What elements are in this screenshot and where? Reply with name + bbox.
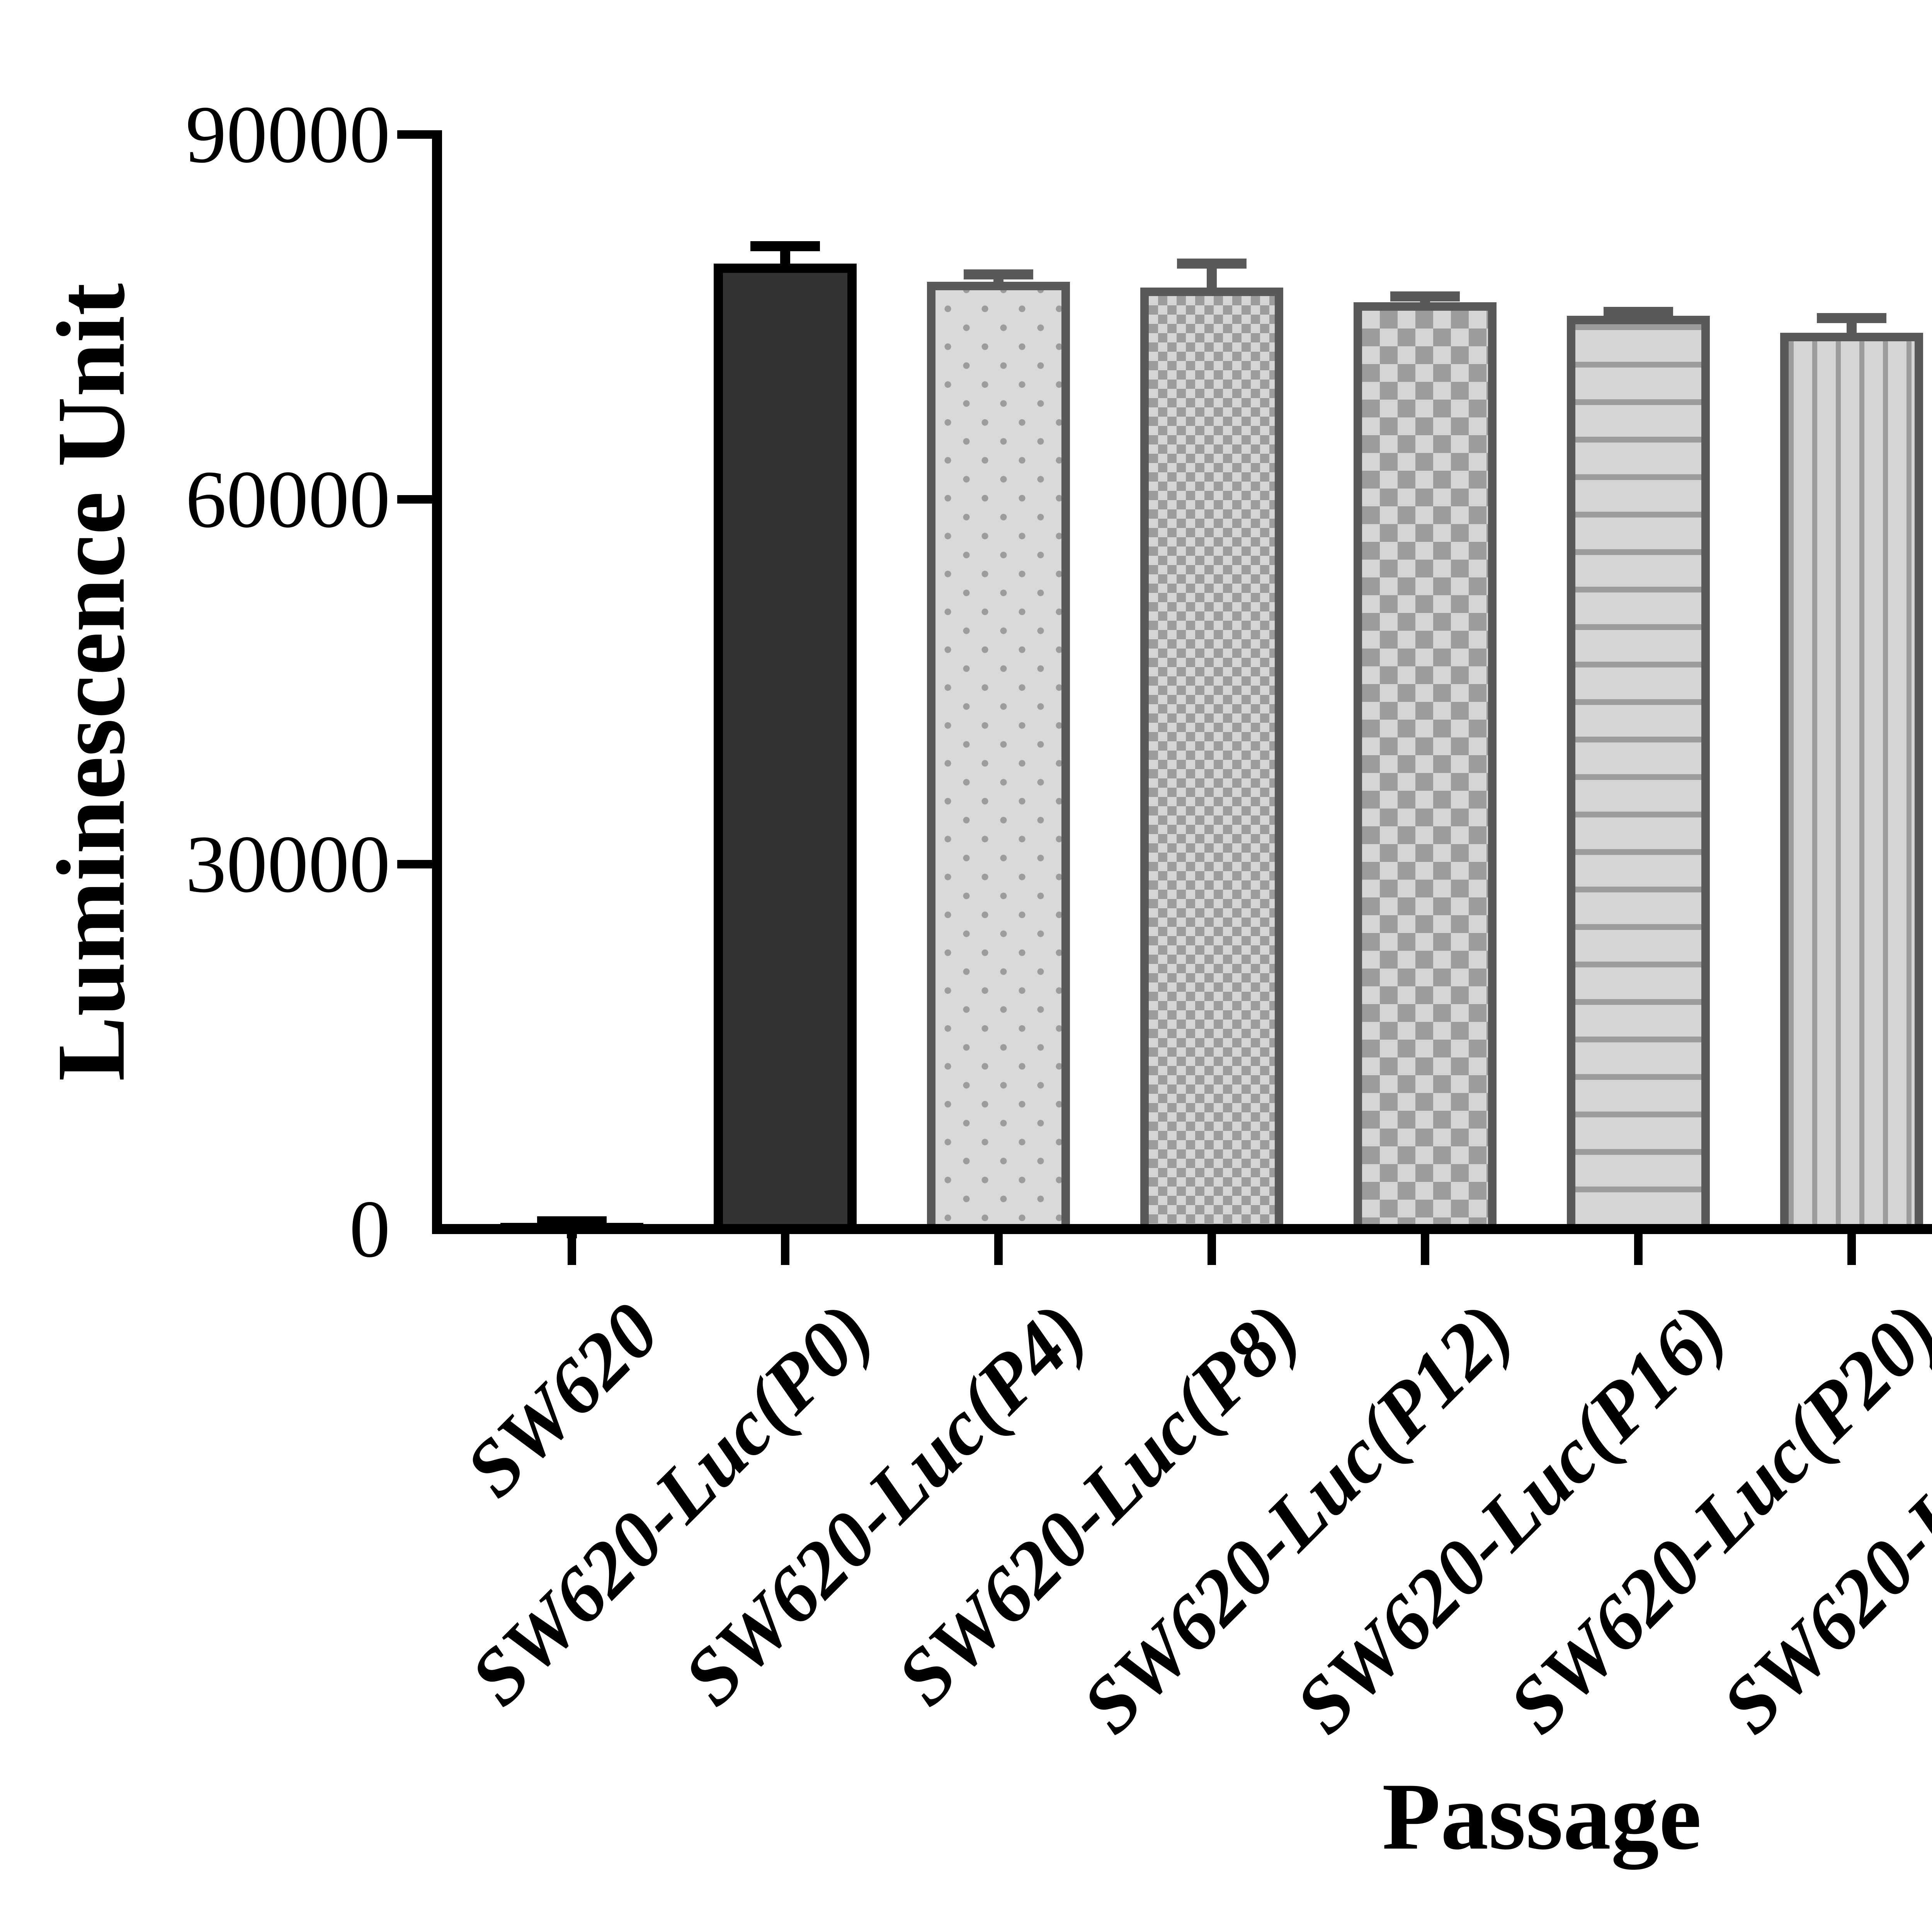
y-tick-label: 0 [349, 1183, 390, 1274]
error-bar-cap [1604, 307, 1673, 317]
y-tick-label: 30000 [185, 819, 390, 909]
error-bar-cap [1177, 259, 1247, 269]
error-bar-cap [750, 241, 820, 251]
y-axis-title: Luminescence Unit [37, 283, 145, 1081]
y-tick [397, 495, 432, 504]
y-tick [397, 860, 432, 868]
x-tick [781, 1234, 789, 1265]
y-tick-label: 90000 [185, 89, 390, 180]
bar-sw620-luc-p16- [1567, 316, 1710, 1229]
bar-sw620-luc-p4- [927, 282, 1070, 1229]
y-tick-label: 60000 [185, 454, 390, 545]
y-axis-line [432, 130, 442, 1234]
bar-sw620-luc-p12- [1354, 302, 1497, 1229]
y-tick [397, 130, 432, 139]
error-bar-cap [1390, 291, 1460, 301]
bar-sw620-luc-p8- [1140, 288, 1283, 1229]
x-tick [1421, 1234, 1429, 1265]
x-tick [994, 1234, 1003, 1265]
bar-sw620-luc-p0- [714, 264, 857, 1229]
x-axis-title: Passage [1382, 1763, 1702, 1869]
error-bar-cap [1817, 313, 1886, 323]
x-tick [1847, 1234, 1856, 1265]
x-tick [1208, 1234, 1216, 1265]
bar-sw620-luc-p20- [1780, 333, 1923, 1229]
error-bar-cap [964, 269, 1033, 279]
x-tick [1634, 1234, 1643, 1265]
x-axis-line [432, 1224, 1932, 1234]
x-tick [568, 1234, 576, 1265]
